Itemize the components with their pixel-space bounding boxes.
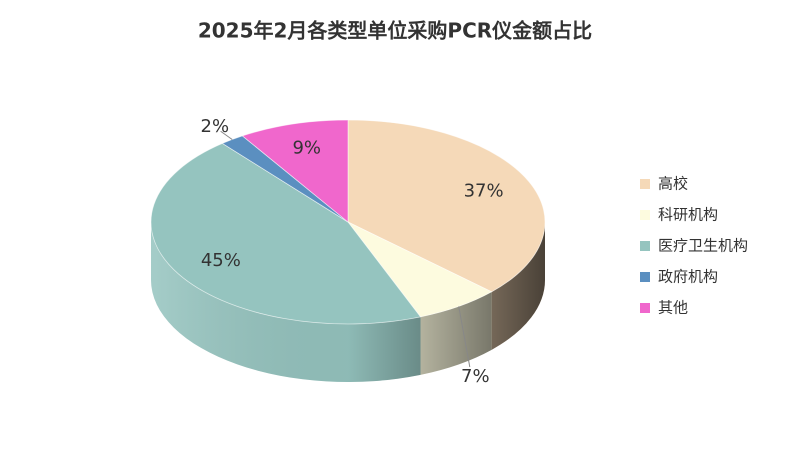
legend-label: 科研机构 [658, 206, 718, 224]
chart-title: 2025年2月各类型单位采购PCR仪金额占比 [198, 19, 592, 43]
leader-line [220, 130, 233, 140]
data-label: 45% [201, 250, 241, 271]
data-label: 9% [292, 138, 321, 159]
pie-slice [150, 142, 422, 325]
legend-label: 政府机构 [658, 268, 718, 286]
pie-side-shade [150, 222, 421, 382]
leader-line [458, 306, 471, 368]
legend-swatch [640, 179, 650, 189]
data-label: 37% [464, 181, 504, 202]
data-label: 7% [461, 366, 490, 387]
legend-label: 高校 [658, 175, 688, 193]
pie-side-shade [420, 291, 492, 375]
legend-swatch [640, 272, 650, 282]
legend-swatch [640, 303, 650, 313]
pie-slice [347, 119, 546, 293]
pie-side-shade [491, 222, 545, 350]
legend-label: 医疗卫生机构 [658, 237, 748, 255]
legend-label: 其他 [658, 299, 688, 317]
legend-swatch [640, 210, 650, 220]
data-label: 2% [201, 116, 230, 137]
legend-swatch [640, 241, 650, 251]
pie-slice [241, 119, 349, 223]
